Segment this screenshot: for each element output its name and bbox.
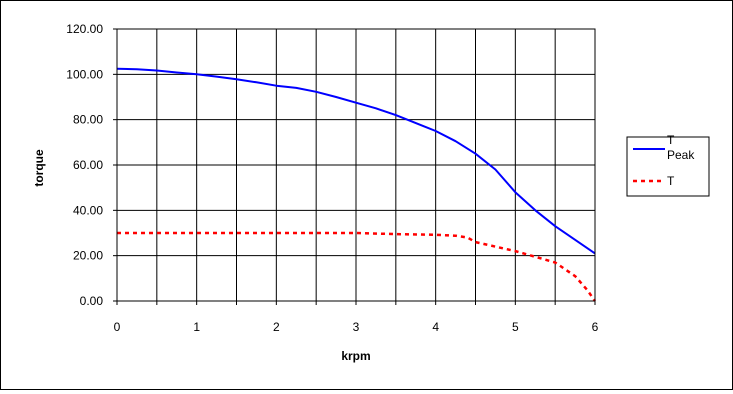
series-line-t-peak [116,67,596,255]
x-tick-label: 1 [193,320,200,334]
y-tick-label: 120.00 [66,22,103,36]
y-tick-label: 40.00 [73,203,103,217]
legend-label-t-peak: T Peak [667,133,695,162]
grid-lines [116,28,596,302]
y-axis-label: torque [32,149,46,187]
x-axis-label: krpm [341,349,370,363]
legend-label-t-peak-line2: Peak [667,148,695,162]
y-tick-label: 60.00 [73,158,103,172]
legend-box [626,136,710,197]
x-tick-label: 0 [114,320,121,334]
y-tick-label: 0.00 [80,294,104,308]
series-layer [116,67,597,302]
legend: T Peak T [626,133,710,197]
legend-label-t: T [667,174,675,188]
x-tick-label: 3 [353,320,360,334]
y-tick-label: 20.00 [73,249,103,263]
x-tick-label: 6 [592,320,599,334]
y-tick-label: 100.00 [66,67,103,81]
axes: 0.00 20.00 40.00 60.00 80.00 100.00 120.00 0 1 2 3… [66,22,598,334]
x-tick-label: 2 [273,320,280,334]
legend-label-t-peak-line1: T [667,133,675,147]
y-tick-label: 80.00 [73,113,103,127]
series-line-t [117,231,597,302]
x-tick-label: 5 [512,320,519,334]
x-tick-label: 4 [432,320,439,334]
